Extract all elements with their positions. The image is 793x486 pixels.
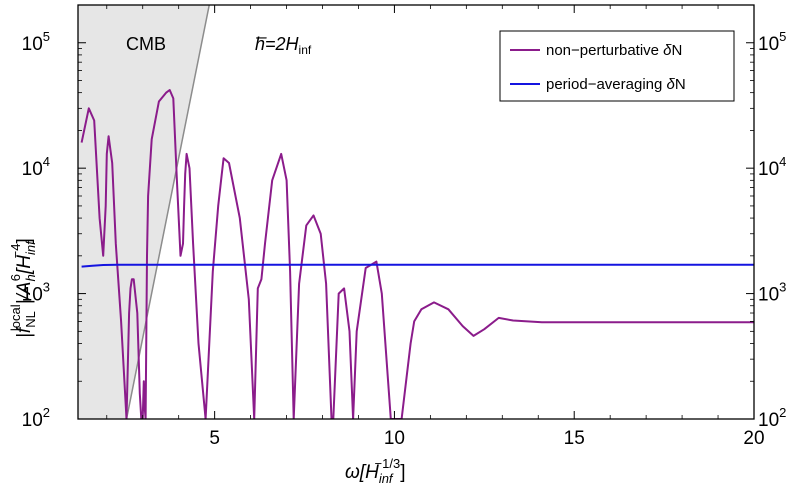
x-axis: 5 10 15 20 bbox=[106, 5, 765, 449]
x-tick-label: 20 bbox=[743, 428, 764, 449]
y-tick-label-right: 105 bbox=[758, 29, 786, 55]
condition-annotation: h̅=2Hinf bbox=[255, 34, 312, 57]
y-axis-label: |fNLlocal|/Ah6[Hinf−4] bbox=[8, 238, 38, 338]
y-tick-label-left: 103 bbox=[22, 280, 50, 306]
cmb-boundary-line bbox=[125, 5, 210, 419]
series-line-period-averaging bbox=[81, 263, 754, 268]
series-line-non-perturbative bbox=[80, 89, 754, 419]
y-tick-label-left: 105 bbox=[22, 29, 50, 55]
legend-box bbox=[499, 30, 735, 102]
legend-label-non-perturbative: non−perturbative δN bbox=[546, 42, 682, 59]
y-tick-label-right: 103 bbox=[758, 280, 786, 306]
legend-label-period-averaging: period−averaging δN bbox=[546, 76, 686, 93]
y-tick-label-left: 102 bbox=[22, 405, 50, 431]
y-tick-label-right: 104 bbox=[758, 154, 786, 180]
y-axis: 102 102 103 103 104 104 105 105 bbox=[22, 29, 787, 431]
cmb-region bbox=[78, 5, 210, 419]
x-tick-label: 15 bbox=[564, 428, 585, 449]
legend: non−perturbative δN period−averaging δN bbox=[499, 30, 735, 102]
plot-area bbox=[78, 5, 754, 419]
plot-frame bbox=[77, 4, 755, 420]
x-axis-label: ω[Hinf−1/3] bbox=[345, 456, 406, 486]
x-tick-label: 10 bbox=[384, 428, 405, 449]
cmb-region-label: CMB bbox=[126, 34, 166, 54]
x-tick-label: 5 bbox=[209, 428, 220, 449]
y-tick-label-right: 102 bbox=[758, 405, 786, 431]
y-tick-label-left: 104 bbox=[22, 154, 50, 180]
